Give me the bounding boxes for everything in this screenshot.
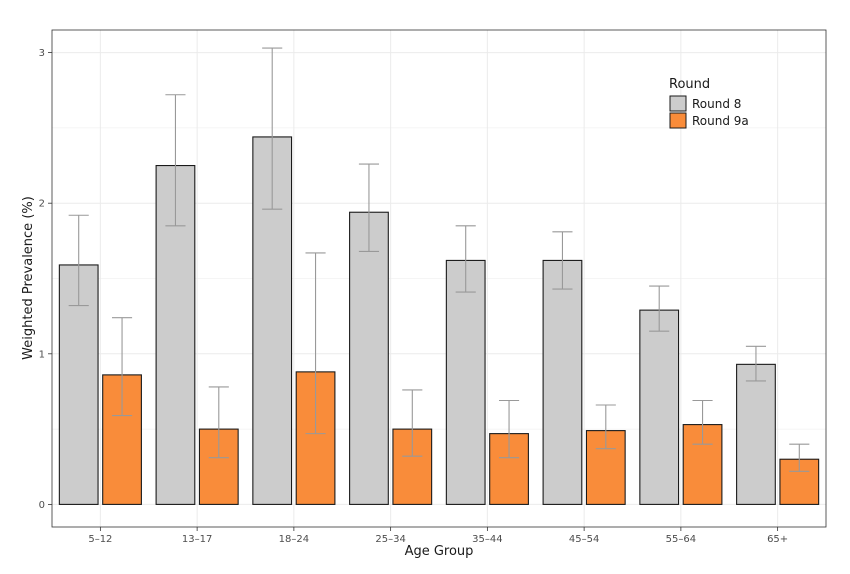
bar [445, 259, 486, 505]
y-axis: 0 1 2 3 [39, 48, 52, 511]
legend-swatch [669, 95, 687, 112]
y-tick-label: 1 [39, 349, 45, 360]
y-tick-label: 3 [39, 48, 45, 59]
x-axis-title: Age Group [405, 544, 474, 559]
y-tick-label: 0 [39, 500, 45, 511]
x-tick-label: 65+ [767, 534, 788, 545]
legend-title: Round [669, 77, 710, 92]
legend-label: Round 8 [692, 97, 741, 111]
bar [349, 211, 389, 505]
y-tick-label: 2 [39, 199, 45, 210]
x-tick-label: 25–34 [375, 534, 405, 545]
x-tick-label: 55–64 [666, 534, 696, 545]
bar [736, 363, 776, 505]
legend-swatch [669, 112, 687, 129]
plot-panel-border [51, 29, 827, 528]
y-axis-title: Weighted Prevalence (%) [21, 196, 36, 360]
bar [542, 259, 583, 505]
bars [58, 136, 820, 505]
x-tick-label: 13–17 [182, 534, 212, 545]
legend-label: Round 9a [692, 114, 749, 128]
x-tick-label: 5–12 [88, 534, 112, 545]
legend: Round Round 8 Round 9a [669, 77, 749, 129]
x-tick-label: 35–44 [472, 534, 502, 545]
bar [639, 309, 680, 505]
x-axis: 5–12 13–17 18–24 25–34 35–44 45–54 55–64 65+ [88, 527, 788, 545]
grid-lines [52, 30, 826, 527]
x-tick-label: 18–24 [279, 534, 309, 545]
x-tick-label: 45–54 [569, 534, 599, 545]
error-bars [68, 47, 810, 472]
